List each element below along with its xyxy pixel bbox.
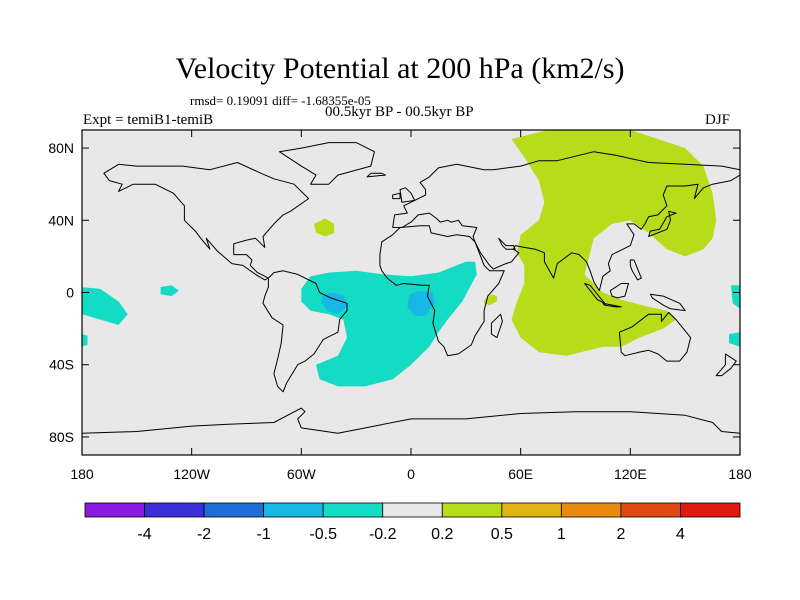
shaded-region-positive-east-africa-blob	[484, 294, 497, 306]
x-tick-label: 120W	[173, 466, 210, 482]
colorbar-label: 4	[676, 526, 685, 543]
colorbar-label: -0.2	[369, 526, 397, 543]
y-tick-label: 0	[66, 285, 74, 301]
x-tick-label: 60W	[287, 466, 317, 482]
x-tick-label: 60E	[508, 466, 533, 482]
stats-line: rmsd= 0.19091 diff= -1.68355e-05	[190, 93, 371, 108]
colorbar-box	[144, 502, 205, 518]
coastline-south-america	[262, 270, 348, 393]
x-tick-label: 0	[407, 466, 415, 482]
colorbar-label: 1	[557, 526, 566, 543]
colorbar-label: 2	[616, 526, 625, 543]
colorbar-label: -1	[257, 526, 271, 543]
coastline-north-america	[103, 162, 310, 281]
shaded-region-negative-central-pacific-east	[730, 285, 740, 309]
colorbar-box	[84, 502, 145, 518]
map-layer	[82, 130, 740, 455]
colorbar-box	[382, 502, 443, 518]
period-line: 00.5kyr BP - 00.5kyr BP	[325, 104, 474, 120]
coastline-antarctica	[82, 407, 740, 455]
shaded-region-positive-asia-pacific	[511, 130, 717, 356]
coastline-greenland	[278, 142, 375, 185]
shaded-region-negative-central-pacific-west	[82, 287, 128, 325]
colorbar: -4 -2 -1 -0.5 -0.2 0.2 0.5 1 2 4	[84, 502, 741, 543]
colorbar-box	[560, 502, 622, 518]
shaded-region-negative-brazil-core	[321, 292, 347, 315]
shaded-region-negative-south-pacific-west	[82, 334, 88, 347]
colorbar-box	[620, 502, 681, 518]
colorbar-label: -0.5	[309, 526, 337, 543]
colorbar-box	[322, 502, 384, 518]
season-label: DJF	[705, 112, 731, 128]
shaded-region-negative-south-pacific-east	[729, 332, 740, 347]
colorbar-label: -2	[197, 526, 211, 543]
y-tick-label: 40S	[49, 357, 74, 373]
experiment-label: Expt = temiB1-temiB	[83, 112, 214, 128]
coastline-ireland	[392, 192, 401, 200]
coastline-arabia-gulf	[498, 237, 516, 250]
y-tick-label: 40N	[48, 212, 74, 228]
shaded-region-positive-north-atlantic	[314, 218, 335, 237]
coastline-great-britain	[399, 187, 416, 203]
colorbar-label: -4	[137, 526, 151, 543]
y-tick-label: 80N	[48, 140, 74, 156]
colorbar-box	[501, 502, 562, 518]
y-tick-label: 80S	[49, 429, 74, 445]
colorbar-label: 0.2	[431, 526, 453, 543]
coastline-new-guinea	[649, 293, 686, 312]
coastline-borneo	[609, 283, 629, 299]
coastline-java	[602, 302, 622, 308]
colorbar-label: 0.5	[491, 526, 513, 543]
colorbar-box	[203, 502, 265, 518]
coastline-africa	[379, 225, 505, 357]
coastline-australia	[618, 311, 692, 362]
x-tick-label: 180	[728, 466, 752, 482]
shaded-region-negative-central-pacific-small	[160, 285, 179, 297]
colorbar-box	[680, 502, 741, 518]
x-tick-label: 120E	[614, 466, 647, 482]
chart-title: Velocity Potential at 200 hPa (km2/s)	[175, 52, 625, 85]
coastline-madagascar	[490, 313, 503, 339]
coastline-eurasia	[392, 151, 740, 292]
coastline-japan	[648, 210, 677, 237]
colorbar-box	[263, 502, 324, 518]
coastline-philippines	[629, 259, 642, 281]
coastline-new-zealand	[715, 353, 737, 377]
colorbar-box	[441, 502, 503, 518]
coastline-iceland	[366, 172, 386, 178]
x-tick-label: 180	[70, 466, 94, 482]
